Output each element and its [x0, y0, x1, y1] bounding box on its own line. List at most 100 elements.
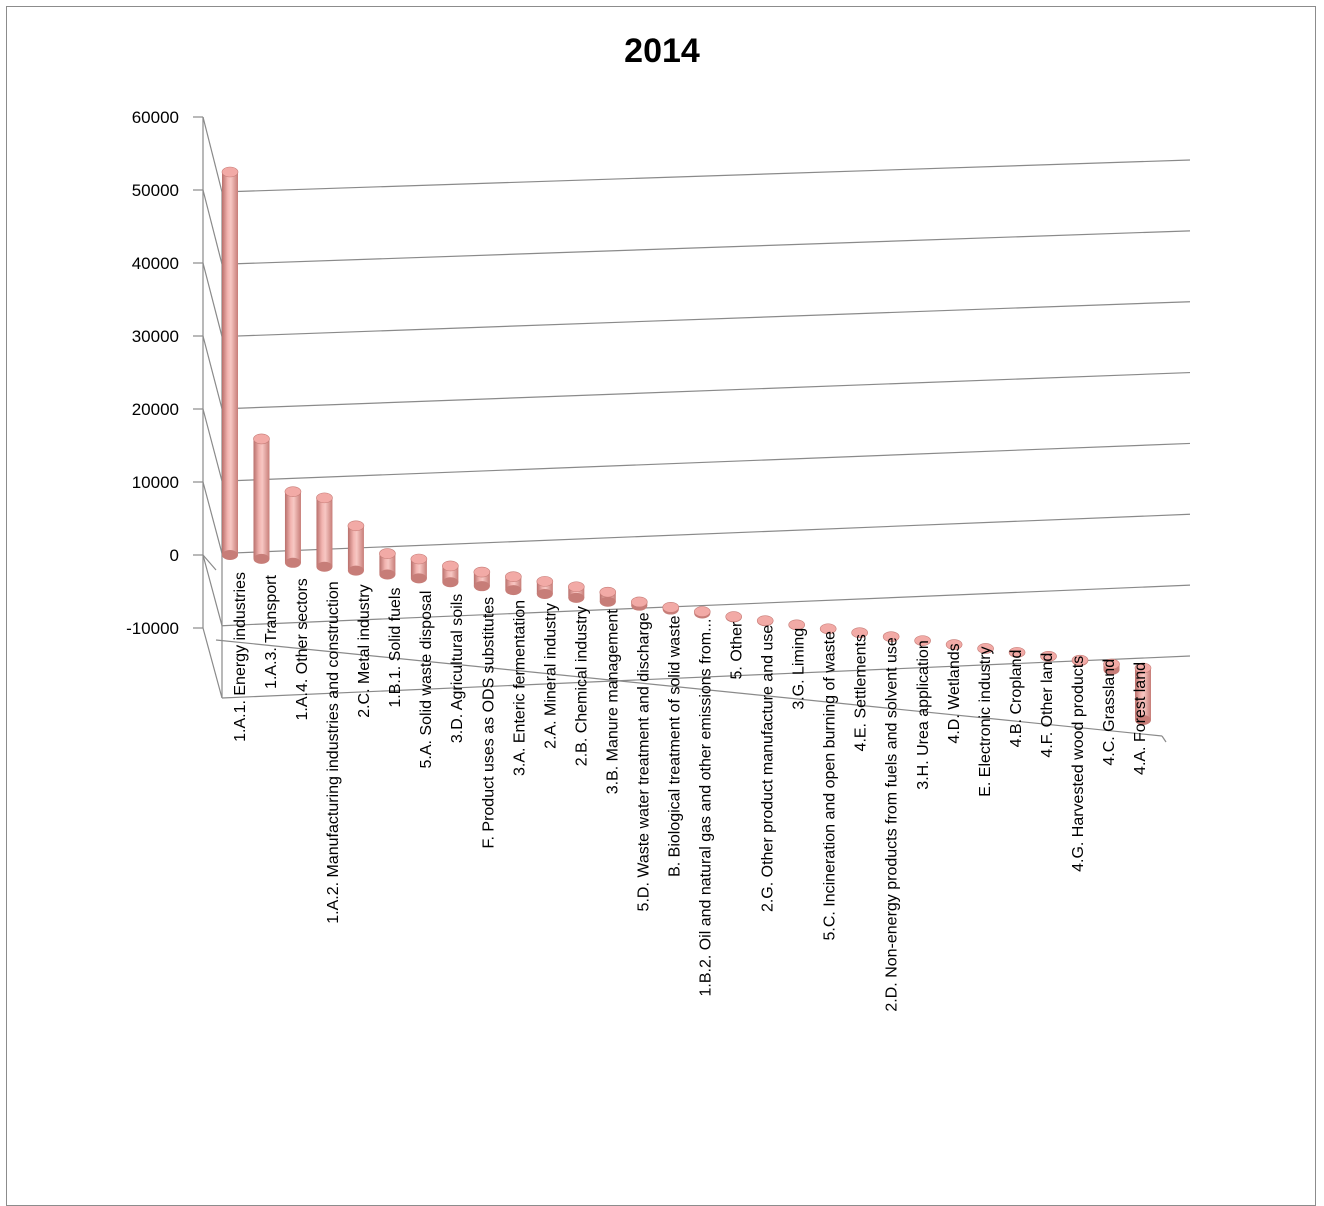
x-category-label: 4.C. Grassland: [1101, 659, 1118, 766]
bar-base: [222, 550, 238, 560]
bar: [379, 548, 396, 580]
bar: [1008, 647, 1026, 658]
bar-top: [347, 520, 365, 532]
gridline: [221, 584, 1191, 627]
x-category-label: 3.B. Manure management: [604, 609, 621, 795]
bar-top: [1008, 647, 1026, 658]
bar-base: [253, 553, 270, 564]
bar: [599, 586, 617, 607]
bar-top: [316, 492, 333, 504]
bar-base: [410, 573, 427, 584]
bar: [284, 486, 302, 568]
bar-top: [221, 166, 239, 178]
bar-body: [568, 586, 585, 598]
x-category-label: 2.G. Other product manufacture and use: [760, 625, 777, 912]
gridline: [221, 230, 1191, 265]
bar-body: [1135, 668, 1151, 720]
x-category-label: B. Biological treatment of solid waste: [666, 615, 683, 877]
bar: [347, 520, 365, 576]
y-axis: -10000 0 10000 20000 30000 40000 50000 60000: [126, 108, 1167, 743]
x-category-label: 2.D. Non-energy products from fuels and …: [884, 637, 901, 1012]
bar: [977, 643, 994, 654]
gridline-side: [202, 554, 223, 626]
gridline: [221, 301, 1191, 338]
bar-top: [630, 596, 648, 608]
x-axis-categories: 1.A.1. Energy industries 1.A.3. Transport…: [232, 572, 1149, 1012]
x-category-label: 3.A. Enteric fermentation: [511, 600, 528, 776]
bar: [316, 492, 333, 572]
bar: [945, 639, 963, 650]
x-category-label: 5.D. Waste water treatment and discharge: [635, 612, 652, 911]
bar: [788, 619, 805, 631]
bar: [630, 596, 648, 611]
x-category-label: F. Product uses as ODS substitutes: [480, 597, 497, 849]
x-category-label: 1.B.1. Solid fuels: [387, 588, 404, 708]
x-category-label: 4.E. Settlements: [853, 634, 870, 751]
bar-base: [284, 557, 301, 568]
bar-top: [662, 602, 680, 613]
bar: [756, 615, 774, 627]
floor-front-line: [215, 639, 1163, 737]
bar-base: [568, 592, 585, 603]
bar: [505, 571, 522, 596]
bar: [914, 635, 931, 646]
bar: [410, 553, 428, 584]
bar-top: [1134, 662, 1152, 674]
bar-base: [599, 596, 616, 607]
bar-top: [882, 631, 900, 642]
bar-top: [253, 433, 270, 445]
bar: [662, 602, 680, 615]
bar-body: [253, 438, 270, 559]
bar-body: [222, 172, 238, 555]
bar-body: [410, 559, 427, 579]
bar-top: [1071, 654, 1089, 666]
bar-top: [473, 566, 491, 578]
y-tick-label: 20000: [132, 400, 179, 419]
x-category-label: 2.B. Chemical industry: [573, 606, 590, 766]
x-category-label: 1.A.2. Manufacturing industries and cons…: [325, 581, 342, 923]
bar-top: [1040, 651, 1057, 662]
bar: [819, 623, 837, 635]
y-tick-label: 60000: [132, 108, 179, 127]
x-category-label: 1.B.2. Oil and natural gas and other emi…: [698, 619, 715, 997]
gridlines: [202, 116, 1191, 699]
y-tick-label: 50000: [132, 181, 179, 200]
gridline-side: [202, 189, 223, 265]
bar-top: [410, 553, 428, 565]
bar: [221, 166, 239, 560]
bar-base: [473, 581, 490, 592]
bar-body: [347, 525, 364, 571]
bar-top: [568, 581, 585, 593]
bar-top: [914, 635, 931, 646]
gridline: [221, 442, 1191, 482]
gridline-side: [202, 481, 223, 554]
bar: [693, 606, 711, 619]
bar: [1134, 662, 1152, 725]
gridline: [221, 655, 1191, 699]
bar: [536, 576, 554, 599]
bar-top: [693, 606, 711, 617]
x-category-label: 3.G. Liming: [791, 628, 808, 710]
bar-base: [379, 569, 396, 580]
x-category-label: 5.A. Solid waste disposal: [418, 591, 435, 769]
gridline-side: [202, 116, 223, 193]
gridline-side: [202, 262, 223, 337]
bar-top: [756, 615, 774, 626]
bar: [851, 627, 868, 639]
bar-top: [725, 611, 743, 622]
floor-corner: [1161, 735, 1167, 743]
bar-top: [788, 619, 805, 631]
x-category-label: 4.A. Forest land: [1132, 662, 1149, 775]
bar: [882, 631, 900, 642]
bar-base: [347, 565, 364, 576]
floor-edge: [202, 554, 217, 571]
bar-top: [599, 586, 617, 598]
y-tick-label: -10000: [126, 619, 179, 638]
x-category-label: 1.A.1. Energy industries: [232, 572, 249, 742]
x-category-label: 1.A.4. Other sectors: [294, 578, 311, 720]
bar: [568, 581, 585, 603]
bar-body: [284, 491, 301, 563]
x-category-label: 4.G. Harvested wood products: [1070, 656, 1087, 872]
bar-base: [536, 588, 553, 599]
